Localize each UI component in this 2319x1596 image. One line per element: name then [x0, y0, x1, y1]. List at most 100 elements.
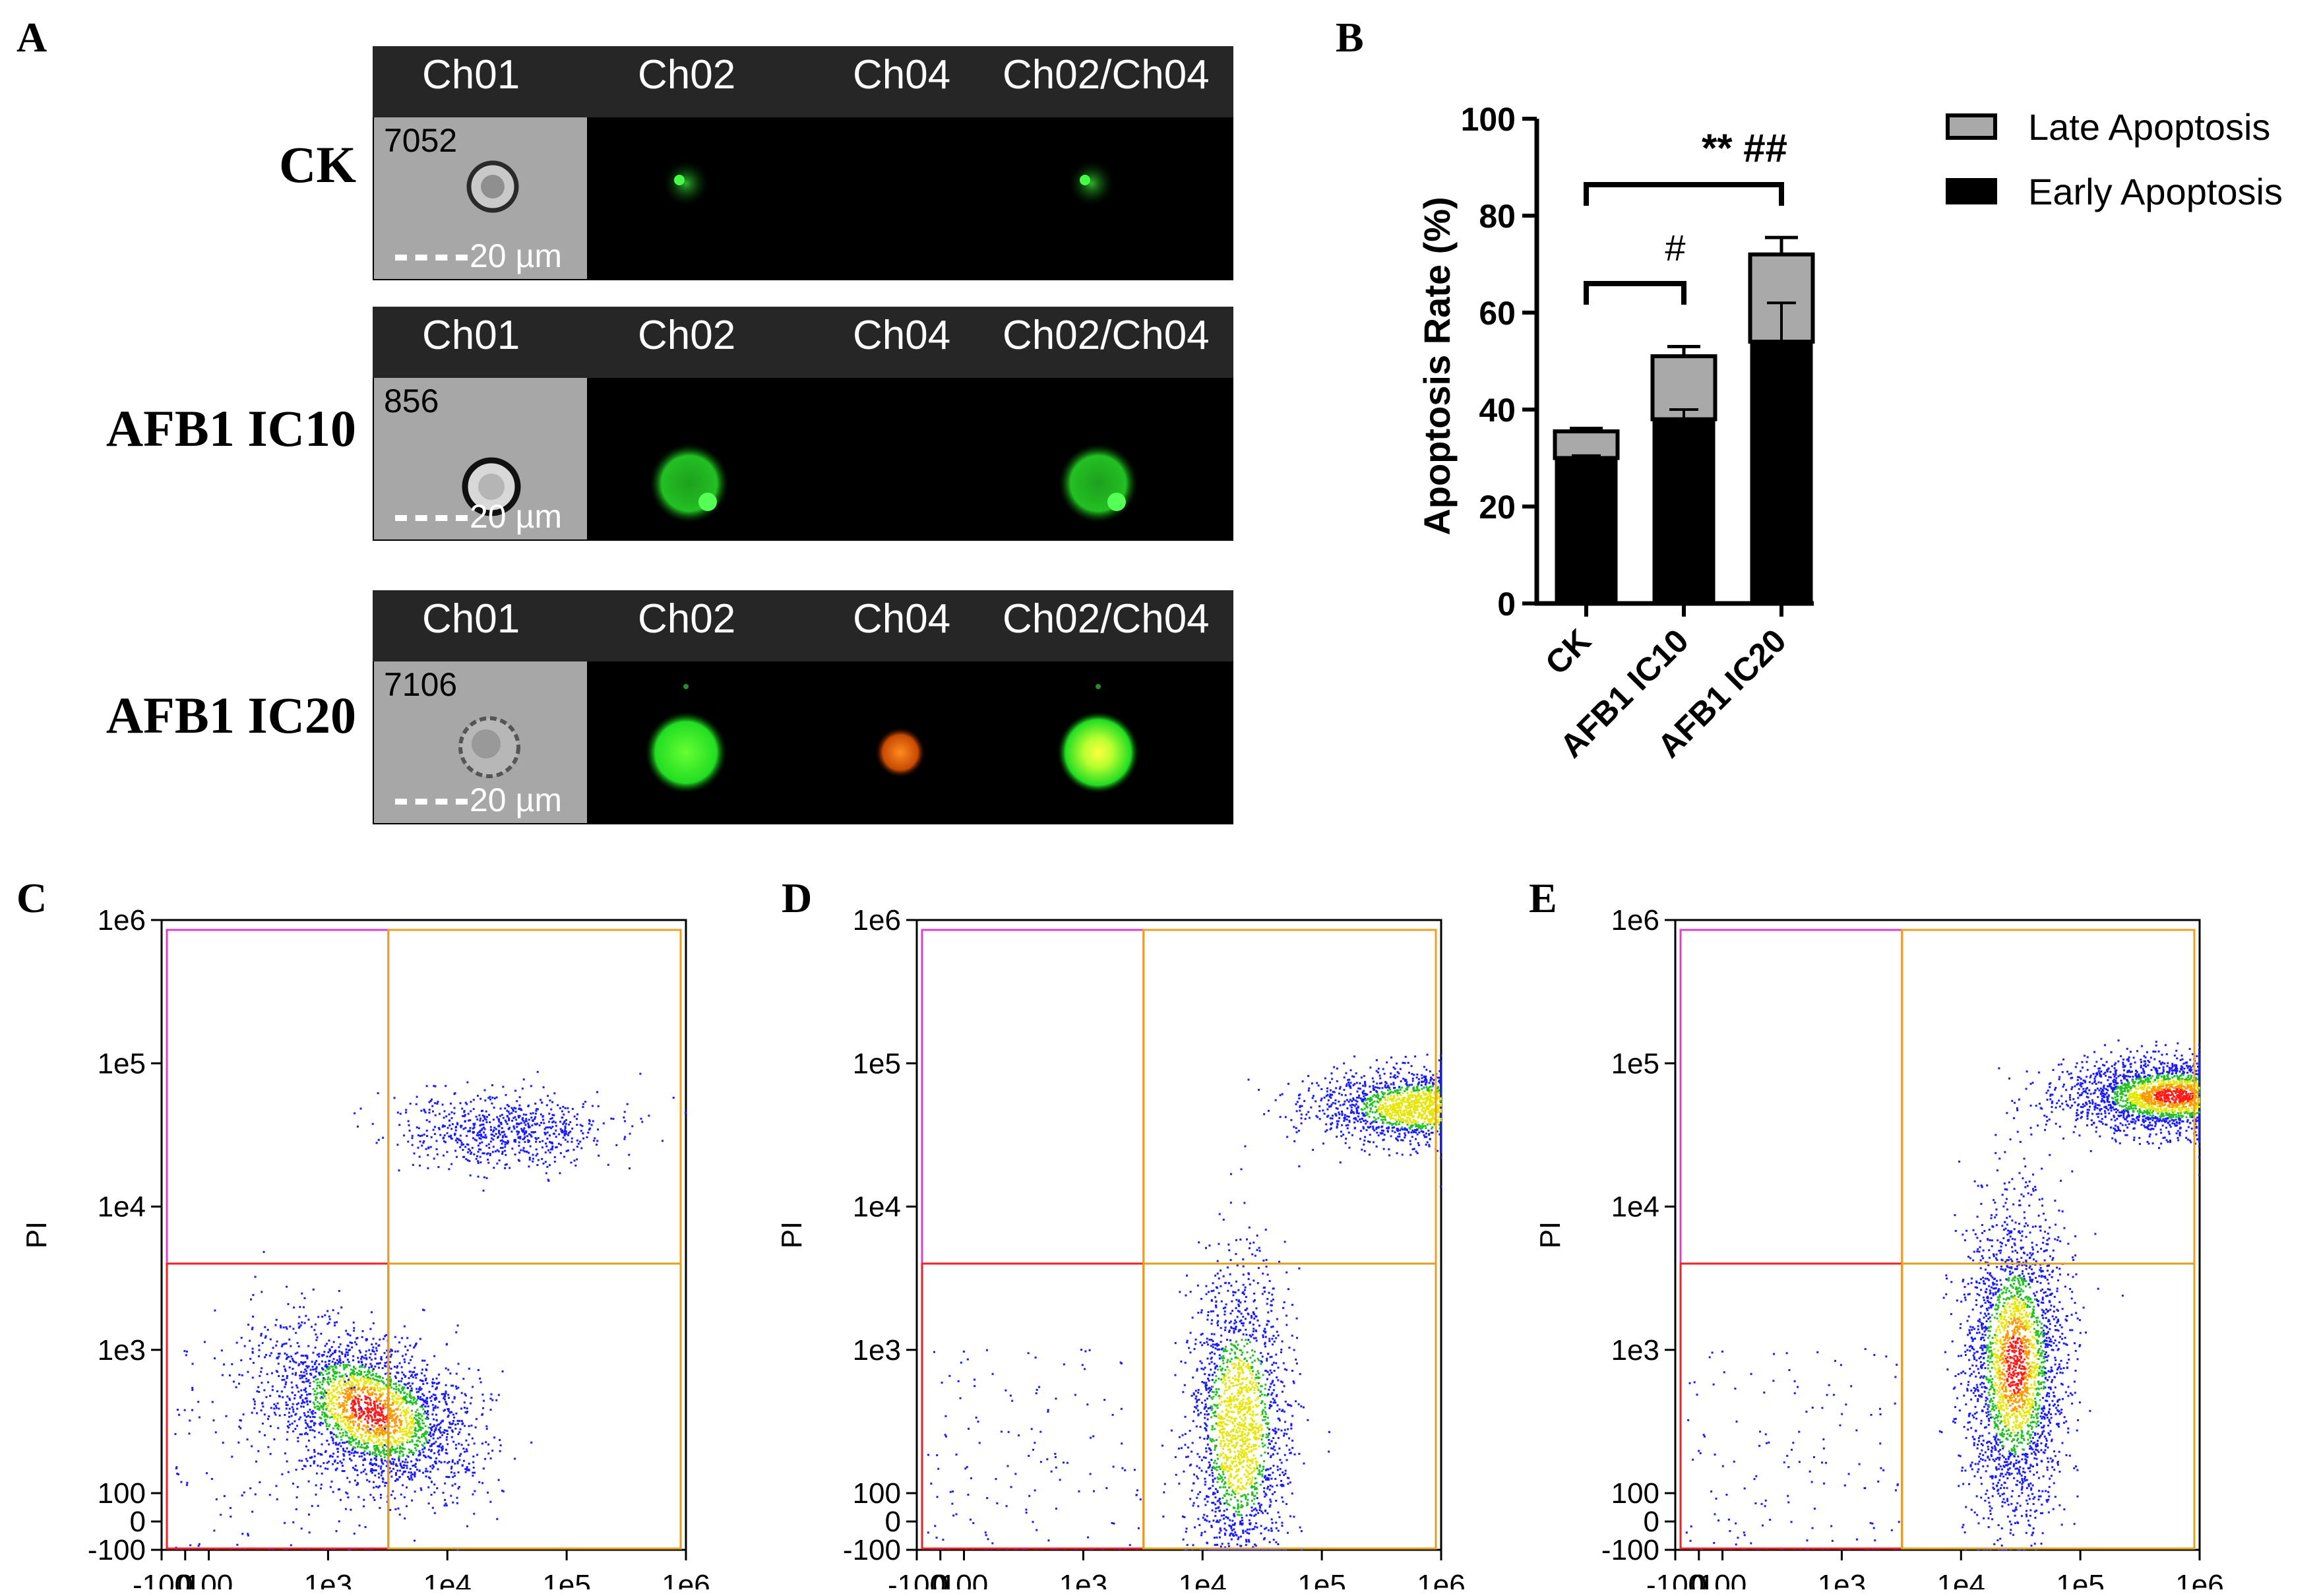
dot	[1239, 1415, 1241, 1418]
dot	[445, 1502, 447, 1505]
dot	[1281, 1496, 1283, 1499]
dot	[1267, 1311, 1270, 1314]
dot	[592, 1140, 595, 1142]
dot	[1247, 1367, 1250, 1370]
dot	[334, 1361, 336, 1364]
dot	[353, 1366, 356, 1368]
dot	[473, 1442, 476, 1445]
dot	[322, 1392, 325, 1395]
dot	[425, 1377, 427, 1380]
dot	[386, 1387, 388, 1390]
dot	[1251, 1418, 1254, 1421]
dot	[238, 1373, 241, 1376]
dot	[450, 1134, 452, 1137]
dot	[363, 1458, 366, 1460]
dot	[432, 1434, 435, 1436]
dot	[1237, 1407, 1239, 1410]
dot	[305, 1445, 307, 1448]
dot	[285, 1403, 288, 1406]
dot	[330, 1415, 333, 1418]
dot	[409, 1415, 412, 1417]
dot	[362, 1463, 365, 1466]
dot	[545, 1126, 547, 1129]
dot	[292, 1521, 295, 1523]
dot	[408, 1452, 410, 1454]
dot	[447, 1461, 449, 1464]
dot	[385, 1432, 387, 1434]
dot	[338, 1425, 340, 1428]
dot	[336, 1359, 338, 1361]
dot	[1256, 1319, 1259, 1322]
dot	[410, 1460, 413, 1463]
dot	[1233, 1396, 1236, 1398]
dot	[274, 1413, 277, 1416]
dot	[1228, 1475, 1231, 1478]
dot	[348, 1365, 351, 1367]
dot	[258, 1355, 261, 1357]
dot	[410, 1474, 412, 1477]
dot	[366, 1396, 369, 1399]
dot	[1216, 1314, 1219, 1317]
dot	[1232, 1460, 1235, 1463]
dot	[1211, 1428, 1214, 1430]
dot	[432, 1407, 435, 1409]
dot	[369, 1377, 371, 1380]
dot	[357, 1419, 359, 1421]
dot	[286, 1328, 288, 1330]
dot	[344, 1388, 346, 1391]
dot	[363, 1447, 366, 1450]
dot	[487, 1443, 490, 1446]
dot	[565, 1119, 568, 1121]
dot	[1205, 1470, 1208, 1473]
dot	[559, 1144, 562, 1146]
dot	[360, 1452, 363, 1454]
dot	[1303, 1462, 1305, 1465]
dot	[562, 1122, 565, 1125]
dot	[427, 1417, 429, 1420]
dot	[410, 1395, 412, 1397]
panel-label-c: C	[16, 875, 47, 921]
dot	[372, 1435, 375, 1438]
dot	[1207, 1436, 1210, 1438]
dot	[1242, 1322, 1245, 1324]
dot	[416, 1444, 419, 1447]
dot	[298, 1316, 301, 1318]
dot	[433, 1452, 436, 1455]
dot	[426, 1431, 429, 1434]
dot	[1246, 1351, 1249, 1353]
dot	[334, 1351, 336, 1353]
dot	[401, 1441, 404, 1444]
dot	[1262, 1334, 1264, 1337]
dot	[413, 1417, 416, 1419]
x-tick-label: 100	[185, 1569, 233, 1589]
dot	[367, 1414, 369, 1417]
dot	[1240, 1312, 1243, 1315]
dot	[504, 1167, 507, 1169]
dot	[563, 1121, 565, 1124]
dot	[417, 1420, 420, 1423]
dot	[1251, 1461, 1254, 1464]
dot	[494, 1150, 497, 1153]
dot	[1253, 1292, 1256, 1295]
dot	[433, 1397, 436, 1400]
dot	[396, 1469, 399, 1472]
dot	[551, 1142, 553, 1145]
dot	[394, 1448, 397, 1451]
dot	[313, 1451, 316, 1454]
dot	[313, 1430, 316, 1432]
dot	[1221, 1425, 1223, 1427]
dot	[1255, 1423, 1258, 1425]
dot	[324, 1419, 326, 1422]
dot	[363, 1382, 365, 1384]
dot	[453, 1416, 456, 1419]
dot	[296, 1341, 299, 1344]
dot	[532, 1112, 534, 1115]
dot	[549, 1126, 551, 1128]
dot	[327, 1376, 330, 1379]
dot	[528, 1156, 531, 1159]
dot	[1237, 1303, 1240, 1306]
dot	[1212, 1493, 1214, 1496]
dot	[366, 1386, 369, 1389]
dot	[1239, 1349, 1241, 1351]
dot	[473, 1153, 476, 1155]
